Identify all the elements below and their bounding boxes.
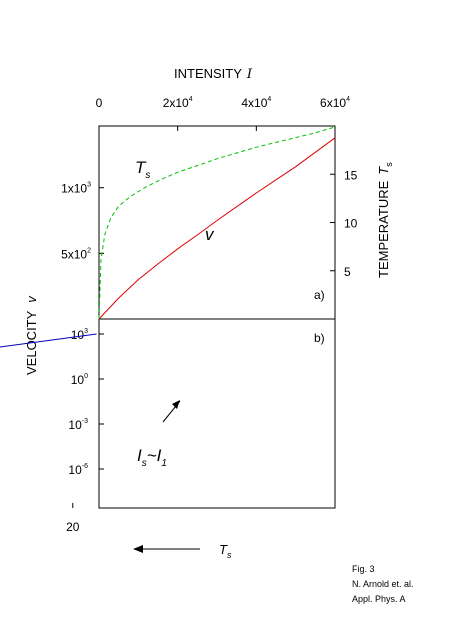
series-line-a-0 [98,137,336,320]
bottom-axis-tick-label: 20 [66,520,80,534]
left-axis-log-tick-label: 10-6 [68,463,88,477]
figure-caption: Fig. 3 N. Arnold et. al. Appl. Phys. A [352,562,414,607]
right-axis-tick-label: 10 [344,217,358,231]
right-axis-label: TEMPERATURETs [376,162,394,278]
bottom-axis-arrow-head [133,545,143,553]
top-axis-tick-label: 0 [96,96,103,110]
annotation-arrow-head [172,400,180,409]
left-axis-log-tick-label: 103 [71,328,88,342]
top-axis-tick-label: 6x104 [320,96,350,110]
caption-line-3: Appl. Phys. A [352,594,406,604]
left-axis-tick-label: 5x102 [61,247,91,261]
right-axis-tick-label: 5 [344,265,351,279]
series-line-a-1 [98,126,336,320]
right-axis-tick-label: 15 [344,168,358,182]
top-axis-tick-label: 2x104 [163,96,193,110]
panel-b-label: b) [314,331,325,345]
top-axis-label: INTENSITY I [174,66,253,82]
caption-line-1: Fig. 3 [352,564,375,574]
left-axis-log-tick-label: 10-3 [68,418,88,432]
panel-b-frame [98,318,336,509]
left-axis-label: VELOCITYv [24,295,39,375]
bottom-axis-label: Ts [219,542,232,560]
left-axis-log-tick-label: 100 [71,373,88,387]
caption-line-2: N. Arnold et. al. [352,579,414,589]
left-axis-tick-label: 1x103 [61,182,91,196]
series-label-ts: Ts [135,158,150,181]
panel-a-frame [98,125,336,320]
top-axis-tick-label: 4x104 [241,96,271,110]
annotation-is-i1: Is~I1 [137,446,167,469]
series-label-v: v [205,225,215,244]
panel-a-label: a) [314,288,325,302]
